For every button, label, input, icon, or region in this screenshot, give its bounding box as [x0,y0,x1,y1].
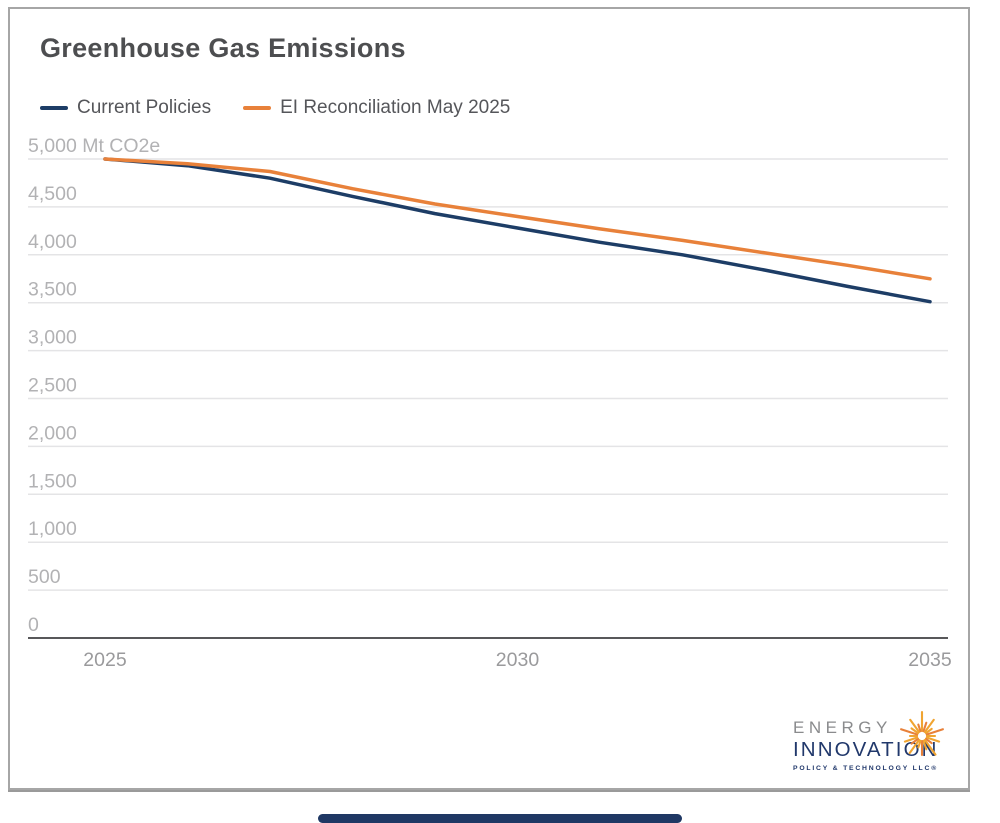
logo-energy-text: ENERGY [793,718,892,737]
y-tick-label-4000: 4,000 [28,231,77,253]
y-tick-label-1500: 1,500 [28,470,77,492]
sunburst-ray [925,728,944,736]
legend-item-ei-reconciliation: EI Reconciliation May 2025 [243,97,510,119]
legend-label-current-policies: Current Policies [77,97,212,118]
sunburst-ray [917,723,922,733]
x-tick-label-2025: 2025 [83,649,127,671]
legend-label-ei-reconciliation: EI Reconciliation May 2025 [280,97,511,118]
sunburst-ray [917,739,922,749]
sunburst-ray [900,728,919,736]
sunburst-icon [900,710,944,757]
x-tick-label-2030: 2030 [496,649,540,671]
sunburst-ray [908,738,921,755]
sunburst-ray [924,737,933,745]
sunburst-ray [923,738,937,756]
y-tick-label-1000: 1,000 [28,518,77,540]
series-line-current-policies [103,157,932,304]
chart-title: Greenhouse Gas Emissions [40,33,406,63]
sunburst-ray [924,727,933,735]
logo-innovation-text: INNOVATION [793,738,939,761]
sunburst-ray [922,739,928,751]
home-indicator-bar [318,814,682,823]
legend-swatch-ei-reconciliation [243,106,272,110]
energy-innovation-logo: ENERGY INNOVATION POLICY & TECHNOLOGY LL… [793,719,993,772]
sunburst-ray [909,718,921,734]
sunburst-ray [903,736,919,743]
sunburst-ray [910,727,920,735]
y-tick-label-2500: 2,500 [28,375,77,397]
series-line-ei-reconciliation-may-2025 [103,157,932,281]
legend-swatch-current-policies [40,106,68,110]
sunburst-ray [922,721,928,733]
legend-item-current-policies: Current Policies [40,97,211,119]
y-tick-label-5000: 5,000 Mt CO2e [28,135,160,157]
y-tick-label-500: 500 [28,566,61,588]
sunburst-ray [910,737,920,745]
sunburst-ray [925,736,941,743]
y-tick-label-0: 0 [28,614,39,636]
y-tick-label-3000: 3,000 [28,327,77,349]
y-tick-label-2000: 2,000 [28,422,77,444]
y-tick-label-4500: 4,500 [28,183,77,205]
chart-legend: Current Policies EI Reconciliation May 2… [40,97,510,119]
x-tick-label-2035: 2035 [908,649,952,671]
sunburst-ray [923,718,935,734]
y-tick-label-3500: 3,500 [28,279,77,301]
logo-tagline-text: POLICY & TECHNOLOGY LLC® [793,764,939,772]
